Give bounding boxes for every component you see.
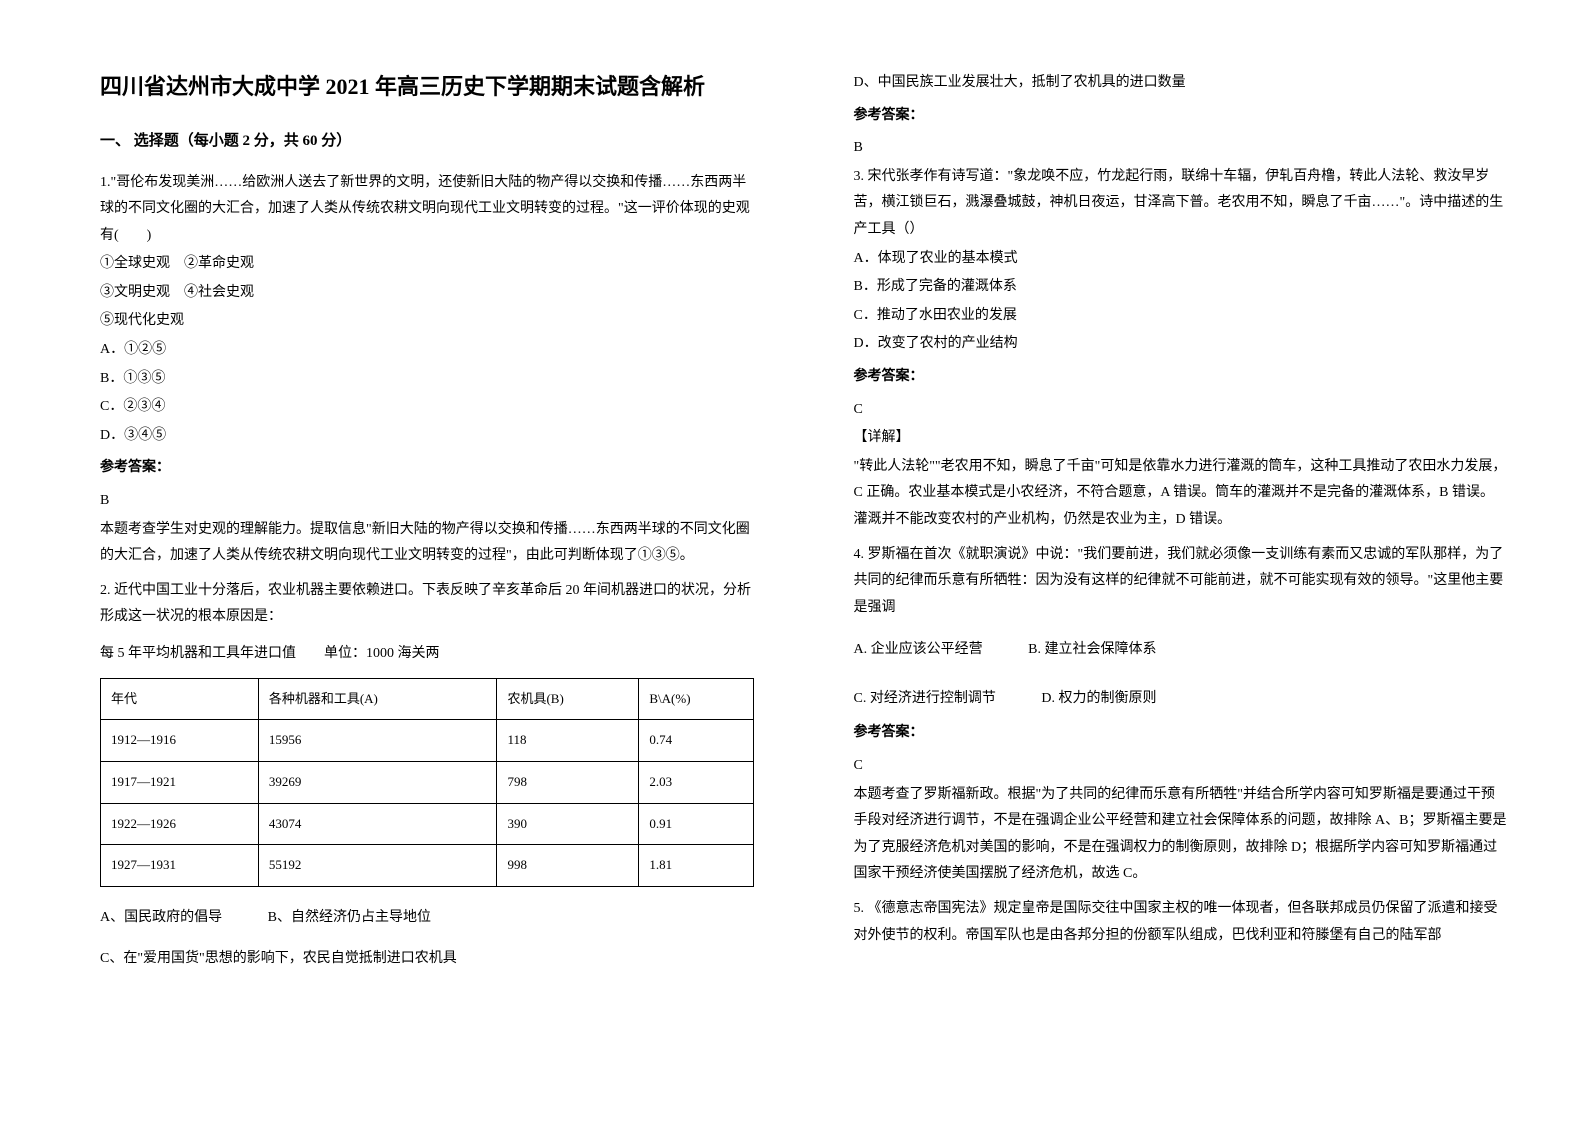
th-2: 农机具(B) [497,678,639,720]
q3-expl: "转此人法轮""老农用不知，瞬息了千亩"可知是依靠水力进行灌溉的筒车，这种工具推… [854,454,1508,534]
q1-line3: ⑤现代化史观 [100,308,754,335]
q1-optC: C．②③④ [100,394,754,421]
q3-optD: D．改变了农村的产业结构 [854,331,1508,358]
q1-ans: B [100,488,754,515]
th-3: B\A(%) [639,678,753,720]
q1-optA: A．①②⑤ [100,337,754,364]
q3-stem: 3. 宋代张孝作有诗写道："象龙唤不应，竹龙起行雨，联绵十车辐，伊轧百舟橹，转此… [854,164,1508,244]
table-row: 1912—1916 15956 118 0.74 [101,720,754,762]
table-header-row: 年代 各种机器和工具(A) 农机具(B) B\A(%) [101,678,754,720]
q5-stem: 5. 《德意志帝国宪法》规定皇帝是国际交往中国家主权的唯一体现者，但各联邦成员仍… [854,896,1508,949]
q2-ans-label: 参考答案： [854,103,1508,130]
q4-expl: 本题考查了罗斯福新政。根据"为了共同的纪律而乐意有所牺牲"并结合所学内容可知罗斯… [854,782,1508,888]
left-column: 四川省达州市大成中学 2021 年高三历史下学期期末试题含解析 一、 选择题（每… [100,70,804,1082]
q2-caption: 每 5 年平均机器和工具年进口值 单位：1000 海关两 [100,641,754,668]
question-1: 1."哥伦布发现美洲……给欧洲人送去了新世界的文明，还使新旧大陆的物产得以交换和… [100,170,754,570]
cell: 39269 [258,761,497,803]
q3-ans: C [854,397,1508,424]
right-column: D、中国民族工业发展壮大，抵制了农机具的进口数量 参考答案： B 3. 宋代张孝… [804,70,1508,1082]
q1-expl: 本题考查学生对史观的理解能力。提取信息"新旧大陆的物产得以交换和传播……东西两半… [100,517,754,570]
q4-opts-ab: A. 企业应该公平经营 B. 建立社会保障体系 [854,637,1508,664]
cell: 0.74 [639,720,753,762]
cell: 43074 [258,803,497,845]
question-3: 3. 宋代张孝作有诗写道："象龙唤不应，竹龙起行雨，联绵十车辐，伊轧百舟橹，转此… [854,164,1508,534]
cell: 1917—1921 [101,761,259,803]
cell: 118 [497,720,639,762]
q4-stem: 4. 罗斯福在首次《就职演说》中说："我们要前进，我们就必须像一支训练有素而又忠… [854,542,1508,622]
q4-optD: D. 权力的制衡原则 [1041,691,1156,706]
cell: 798 [497,761,639,803]
cell: 1922—1926 [101,803,259,845]
page-title: 四川省达州市大成中学 2021 年高三历史下学期期末试题含解析 [100,70,754,103]
q2-optB: B、自然经济仍占主导地位 [268,910,431,925]
section-1-header: 一、 选择题（每小题 2 分，共 60 分） [100,127,754,156]
cell: 0.91 [639,803,753,845]
cell: 1.81 [639,845,753,887]
th-1: 各种机器和工具(A) [258,678,497,720]
q2-ans: B [854,135,1508,162]
table-row: 1922—1926 43074 390 0.91 [101,803,754,845]
q3-ans-label: 参考答案： [854,364,1508,391]
question-5: 5. 《德意志帝国宪法》规定皇帝是国际交往中国家主权的唯一体现者，但各联邦成员仍… [854,896,1508,949]
q2-stem: 2. 近代中国工业十分落后，农业机器主要依赖进口。下表反映了辛亥革命后 20 年… [100,578,754,631]
q4-ans: C [854,753,1508,780]
question-2: 2. 近代中国工业十分落后，农业机器主要依赖进口。下表反映了辛亥革命后 20 年… [100,578,754,972]
q1-line1: ①全球史观 ②革命史观 [100,251,754,278]
q2-table: 年代 各种机器和工具(A) 农机具(B) B\A(%) 1912—1916 15… [100,678,754,887]
q2-optD: D、中国民族工业发展壮大，抵制了农机具的进口数量 [854,70,1508,97]
cell: 1927—1931 [101,845,259,887]
q1-optB: B．①③⑤ [100,366,754,393]
question-4: 4. 罗斯福在首次《就职演说》中说："我们要前进，我们就必须像一支训练有素而又忠… [854,542,1508,889]
q1-stem: 1."哥伦布发现美洲……给欧洲人送去了新世界的文明，还使新旧大陆的物产得以交换和… [100,170,754,250]
q2-opts-ab: A、国民政府的倡导 B、自然经济仍占主导地位 [100,905,754,932]
q3-detail-label: 【详解】 [854,425,1508,452]
q4-ans-label: 参考答案： [854,720,1508,747]
table-row: 1917—1921 39269 798 2.03 [101,761,754,803]
cell: 55192 [258,845,497,887]
cell: 390 [497,803,639,845]
cell: 15956 [258,720,497,762]
q3-optC: C．推动了水田农业的发展 [854,303,1508,330]
q2-optC: C、在"爱用国货"思想的影响下，农民自觉抵制进口农机具 [100,946,754,973]
q1-line2: ③文明史观 ④社会史观 [100,280,754,307]
q4-opts-cd: C. 对经济进行控制调节 D. 权力的制衡原则 [854,686,1508,713]
q3-optA: A．体现了农业的基本模式 [854,246,1508,273]
cell: 998 [497,845,639,887]
th-0: 年代 [101,678,259,720]
q4-optB: B. 建立社会保障体系 [1028,642,1156,657]
q2-optA: A、国民政府的倡导 [100,910,222,925]
q1-ans-label: 参考答案： [100,455,754,482]
q3-optB: B．形成了完备的灌溉体系 [854,274,1508,301]
cell: 2.03 [639,761,753,803]
q4-optC: C. 对经济进行控制调节 [854,691,996,706]
q4-optA: A. 企业应该公平经营 [854,642,983,657]
q1-optD: D．③④⑤ [100,423,754,450]
table-row: 1927—1931 55192 998 1.81 [101,845,754,887]
cell: 1912—1916 [101,720,259,762]
